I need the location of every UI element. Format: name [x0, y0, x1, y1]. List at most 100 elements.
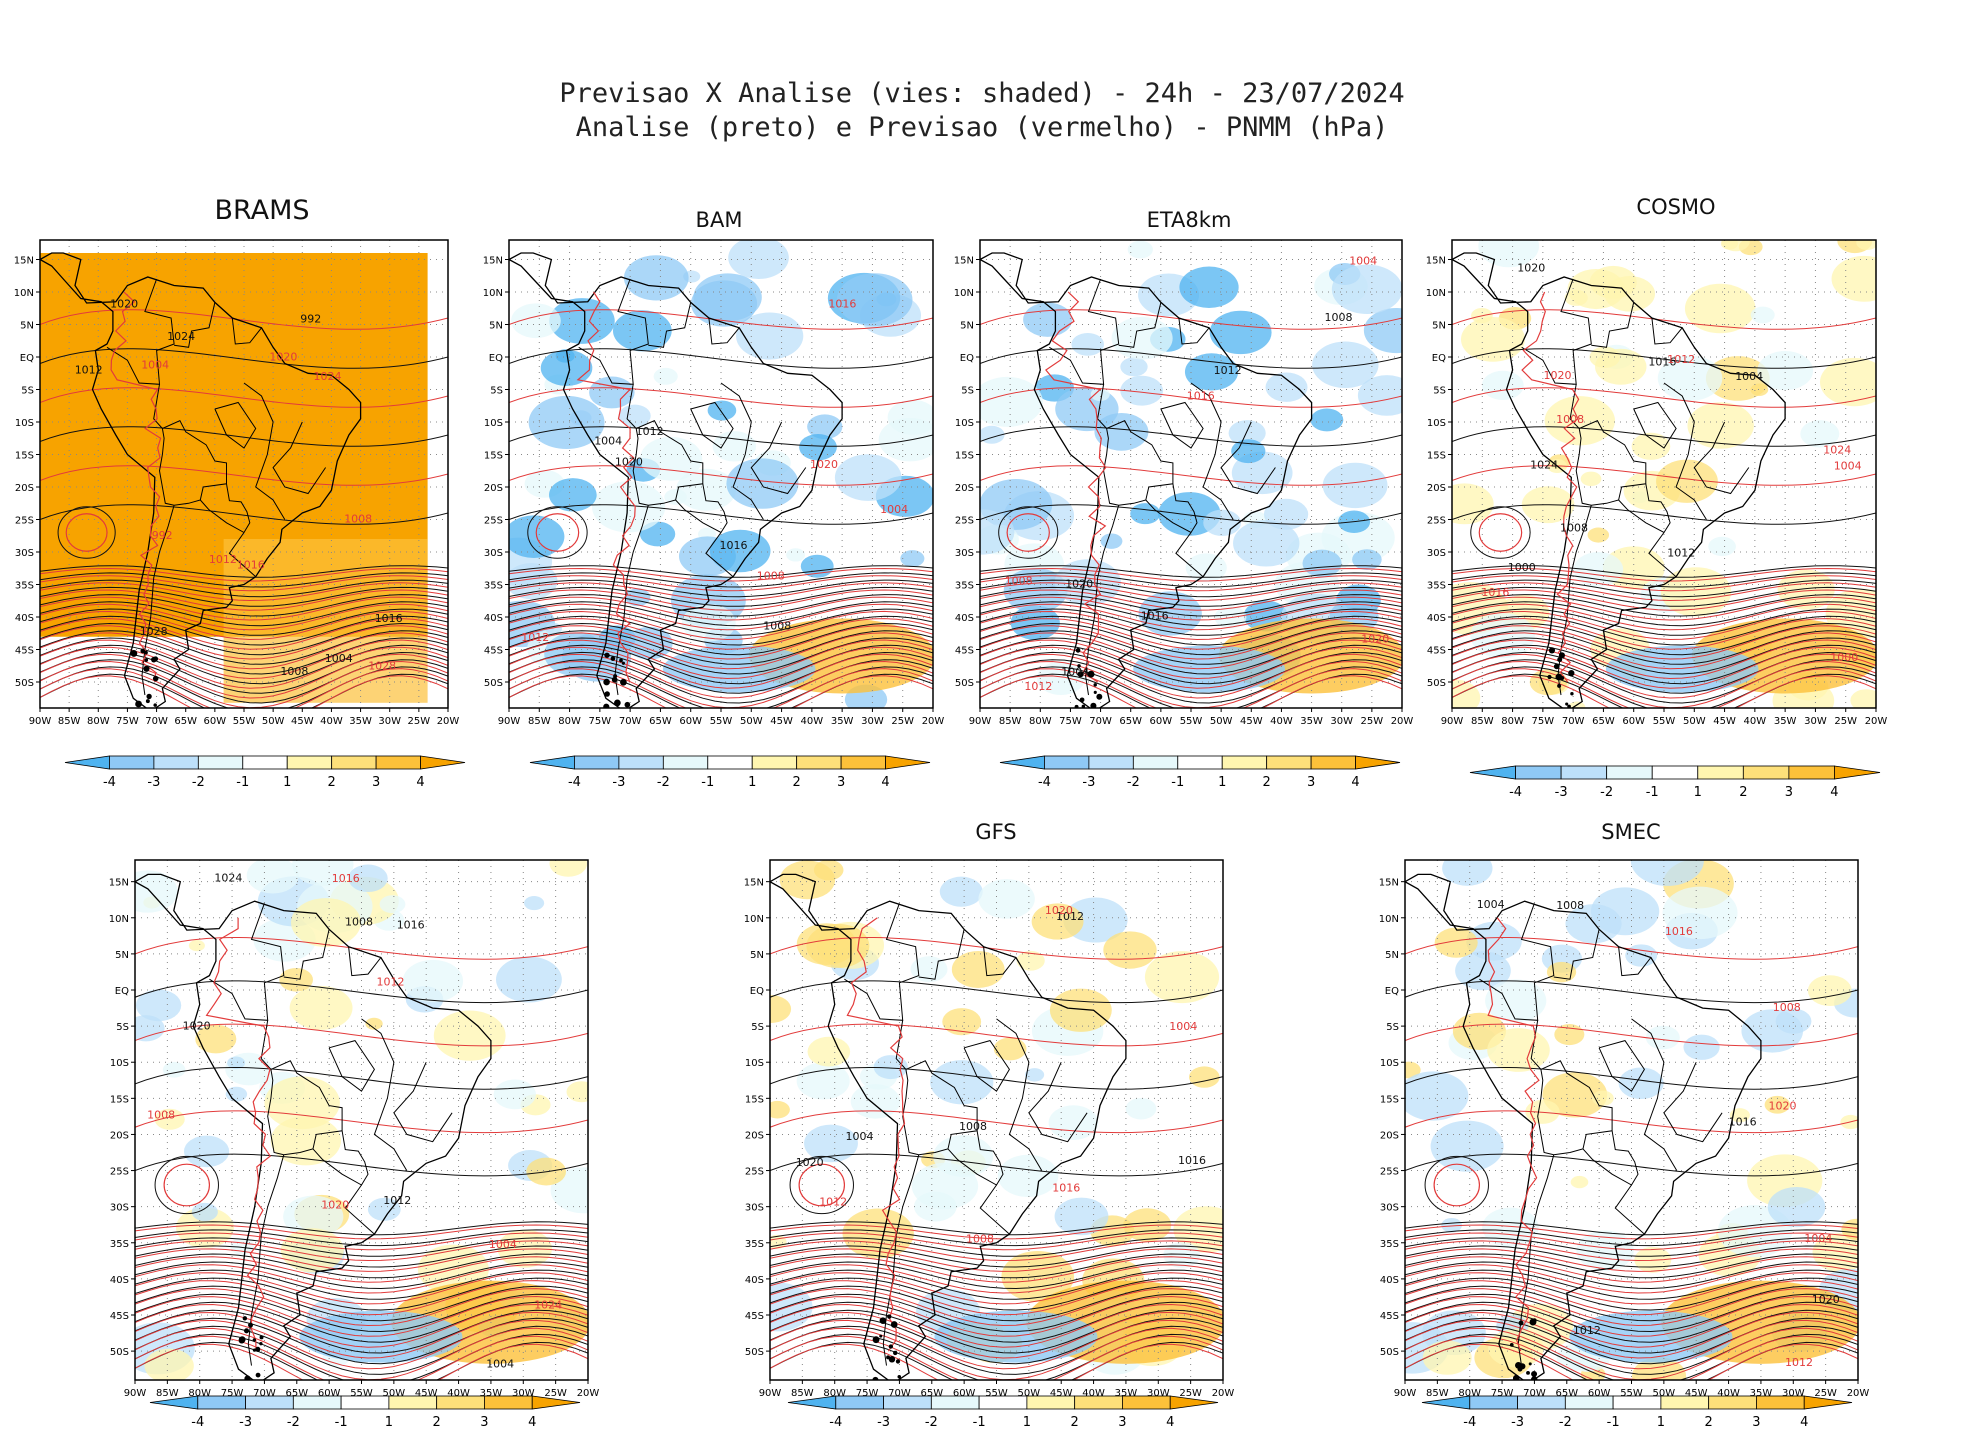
contour-label: 1020: [183, 1020, 211, 1033]
lat-tick-label: 50S: [955, 678, 974, 689]
contour-label: 1012: [1214, 364, 1242, 377]
contour-label: 1008: [763, 619, 791, 632]
lat-tick-label: 45S: [484, 646, 503, 657]
colorbar-label: 3: [837, 775, 845, 790]
colorbar-label: -3: [239, 1415, 252, 1430]
lat-tick-label: 25S: [15, 516, 34, 527]
colorbar-label: 2: [1263, 775, 1271, 790]
lat-tick-label: EQ: [489, 353, 503, 364]
lat-tick-label: 25S: [955, 516, 974, 527]
contour-label: 1008: [344, 512, 372, 525]
lat-tick-label: 5N: [960, 321, 974, 332]
lat-tick-label: 35S: [110, 1239, 129, 1250]
colorbar-label: 3: [1307, 775, 1315, 790]
lat-tick-label: 30S: [1427, 548, 1446, 559]
lon-tick-label: 35W: [1774, 716, 1797, 727]
colorbar-bam: -4 -3 -2 -1 1 2 3 4: [529, 755, 931, 790]
colorbar-label: -1: [335, 1415, 348, 1430]
contour-label: 1004: [1061, 665, 1089, 678]
colorbar-label: -4: [568, 775, 581, 790]
lon-tick-label: 80W: [87, 716, 110, 727]
lon-tick-label: 35W: [1115, 1388, 1138, 1399]
contour-label: 1012: [1573, 1324, 1601, 1337]
lon-tick-label: 25W: [1361, 716, 1384, 727]
lon-tick-label: 60W: [679, 716, 702, 727]
lon-tick-label: 50W: [1683, 716, 1706, 727]
lat-tick-label: 35S: [484, 581, 503, 592]
lat-tick-label: 50S: [745, 1347, 764, 1358]
lon-tick-label: 20W: [1391, 716, 1414, 727]
contour-label: 1020: [110, 298, 138, 311]
lon-tick-label: 60W: [318, 1388, 341, 1399]
lat-tick-label: 15S: [955, 451, 974, 462]
lon-tick-label: 65W: [1592, 716, 1615, 727]
lat-tick-label: 25S: [110, 1167, 129, 1178]
lon-tick-label: 75W: [221, 1388, 244, 1399]
lat-tick-label: 35S: [1380, 1239, 1399, 1250]
lat-tick-label: 15N: [483, 256, 503, 267]
colorbar-label: 2: [1071, 1415, 1079, 1430]
contour-label: 1016: [1178, 1154, 1206, 1167]
contour-label: 1008: [1556, 899, 1584, 912]
contour-label: 1016: [375, 612, 403, 625]
lon-tick-label: 85W: [156, 1388, 179, 1399]
lon-tick-label: 75W: [1491, 1388, 1514, 1399]
colorbar-label: 1: [283, 775, 291, 790]
lon-tick-label: 75W: [116, 716, 139, 727]
colorbar-brams: -4 -3 -2 -1 1 2 3 4: [64, 755, 466, 790]
lat-tick-label: 10S: [745, 1058, 764, 1069]
panel-title-gfs: GFS: [975, 820, 1017, 844]
lat-tick-label: 15N: [14, 256, 34, 267]
contour-label: 1004: [1477, 898, 1505, 911]
lat-tick-label: 15N: [954, 256, 974, 267]
lon-tick-label: 20W: [922, 716, 945, 727]
lon-tick-label: 35W: [831, 716, 854, 727]
lon-tick-label: 50W: [1018, 1388, 1041, 1399]
lat-tick-label: 10N: [109, 914, 129, 925]
lon-tick-label: 55W: [985, 1388, 1008, 1399]
colorbar-label: 2: [1739, 785, 1747, 800]
lon-tick-label: 65W: [920, 1388, 943, 1399]
colorbar-label: 4: [1800, 1415, 1808, 1430]
colorbar-label: -1: [1607, 1415, 1620, 1430]
contour-label: 1012: [209, 553, 237, 566]
contour-label: 1008: [1556, 413, 1584, 426]
colorbar-smec: -4 -3 -2 -1 1 2 3 4: [1421, 1395, 1853, 1430]
lat-tick-label: 15S: [1427, 451, 1446, 462]
lat-tick-label: 35S: [15, 581, 34, 592]
lon-tick-label: 60W: [1622, 716, 1645, 727]
contour-label: 1020: [321, 1199, 349, 1212]
colorbar-label: -2: [657, 775, 670, 790]
lon-tick-label: 55W: [1653, 716, 1676, 727]
lon-tick-label: 65W: [1555, 1388, 1578, 1399]
colorbar-p5: -4 -3 -2 -1 1 2 3 4: [149, 1395, 581, 1430]
colorbar-label: -1: [973, 1415, 986, 1430]
map-panel-smec: 1016 1016 1012 1012 1008 1008 1020 1020 1004 1004…: [1379, 859, 1869, 1399]
lat-tick-label: 10N: [744, 914, 764, 925]
lon-tick-label: 90W: [29, 716, 52, 727]
lon-tick-label: 40W: [1270, 716, 1293, 727]
colorbar-label: 1: [1218, 775, 1226, 790]
lon-tick-label: 45W: [1240, 716, 1263, 727]
lon-tick-label: 55W: [710, 716, 733, 727]
lon-tick-label: 25W: [408, 716, 431, 727]
lon-tick-label: 45W: [291, 716, 314, 727]
colorbar-label: -3: [612, 775, 625, 790]
colorbar-label: 3: [1118, 1415, 1126, 1430]
lat-tick-label: 5S: [1433, 386, 1446, 397]
panel-title-bam: BAM: [695, 208, 743, 232]
lon-tick-label: 60W: [1150, 716, 1173, 727]
colorbar-label: -2: [1127, 775, 1140, 790]
lon-tick-label: 70W: [253, 1388, 276, 1399]
lat-tick-label: 40S: [15, 613, 34, 624]
lat-tick-label: 10S: [1427, 418, 1446, 429]
colorbar-label: 3: [480, 1415, 488, 1430]
contour-label: 1004: [1834, 459, 1862, 472]
lat-tick-label: 15S: [745, 1094, 764, 1105]
lat-tick-label: 35S: [745, 1239, 764, 1250]
lon-tick-label: 25W: [1814, 1388, 1837, 1399]
contour-label: 1004: [1735, 370, 1763, 383]
lon-tick-label: 75W: [1059, 716, 1082, 727]
lat-tick-label: 40S: [745, 1275, 764, 1286]
lon-tick-label: 90W: [969, 716, 992, 727]
